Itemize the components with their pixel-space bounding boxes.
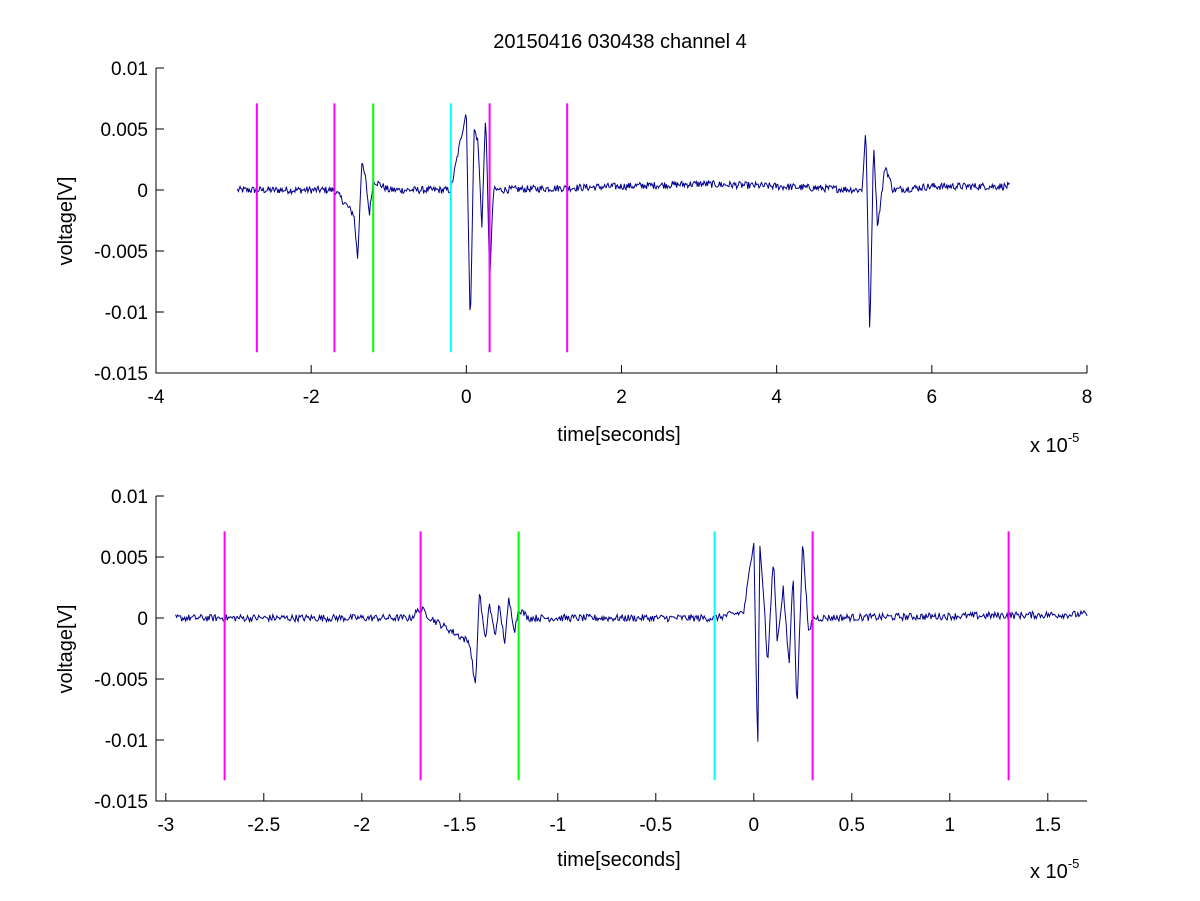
bottom-x-tick-label: -2.5 <box>247 815 280 836</box>
bottom-plot-x-ticks: -3 -2.5 -2 -1.5 -1 -0.5 0 0.5 1 1.5 <box>157 793 1061 836</box>
bottom-x-tick-label: 1.5 <box>1035 815 1061 836</box>
top-plot: -4 -2 0 2 4 6 8 0.01 0.005 0 -0.005 -0.01 -0.015 ti… <box>55 59 1092 457</box>
top-y-tick-label: 0.005 <box>100 120 148 141</box>
bottom-x-tick-label: -1 <box>549 815 566 836</box>
bottom-x-tick-label: 0 <box>749 815 760 836</box>
bottom-x-tick-label: -1.5 <box>443 815 476 836</box>
top-y-tick-label: 0.01 <box>111 59 148 80</box>
bottom-x-tick-label: -3 <box>157 815 174 836</box>
top-y-tick-label: -0.01 <box>105 303 148 324</box>
bottom-y-tick-label: 0 <box>137 609 148 630</box>
bottom-x-tick-label: 1 <box>945 815 956 836</box>
bottom-x-axis-label: time[seconds] <box>557 849 680 871</box>
top-y-tick-label: 0 <box>137 181 148 202</box>
bottom-x-multiplier: x 10-5 <box>1030 856 1079 883</box>
top-x-multiplier-exponent: -5 <box>1068 430 1080 445</box>
bottom-x-tick-label: -0.5 <box>639 815 672 836</box>
top-x-tick-label: 2 <box>616 387 627 408</box>
top-y-tick-label: -0.015 <box>94 364 148 385</box>
bottom-plot-markers <box>223 531 1010 781</box>
top-x-multiplier: x 10-5 <box>1030 430 1079 457</box>
top-x-tick-label: -2 <box>303 387 320 408</box>
top-x-tick-label: 4 <box>771 387 782 408</box>
bottom-x-multiplier-base: x 10 <box>1030 861 1068 883</box>
bottom-plot-y-ticks: 0.01 0.005 0 -0.005 -0.01 -0.015 <box>94 487 164 813</box>
bottom-y-tick-label: 0.005 <box>100 548 148 569</box>
top-x-tick-label: 8 <box>1082 387 1093 408</box>
bottom-y-tick-label: -0.015 <box>94 792 148 813</box>
top-x-axis-label: time[seconds] <box>557 424 680 446</box>
top-y-tick-label: -0.005 <box>94 242 148 263</box>
top-plot-x-ticks: -4 -2 0 2 4 6 8 <box>148 365 1093 408</box>
bottom-y-axis-label: voltage[V] <box>55 605 77 694</box>
bottom-y-tick-label: 0.01 <box>111 487 148 508</box>
top-plot-y-ticks: 0.01 0.005 0 -0.005 -0.01 -0.015 <box>94 59 164 385</box>
top-x-tick-label: 6 <box>927 387 938 408</box>
bottom-x-tick-label: 0.5 <box>839 815 865 836</box>
top-x-tick-label: 0 <box>461 387 472 408</box>
top-plot-traces <box>236 114 1010 328</box>
bottom-x-multiplier-exponent: -5 <box>1068 856 1080 871</box>
bottom-y-tick-label: -0.005 <box>94 670 148 691</box>
figure-title: 20150416 030438 channel 4 <box>493 31 747 53</box>
top-signal-trace-0 <box>236 114 1010 328</box>
top-x-tick-label: -4 <box>148 387 165 408</box>
bottom-plot: -3 -2.5 -2 -1.5 -1 -0.5 0 0.5 1 1.5 0.01 0.005 0 -0.… <box>55 487 1088 883</box>
bottom-signal-trace-0 <box>175 542 1088 742</box>
bottom-x-tick-label: -2 <box>353 815 370 836</box>
bottom-plot-traces <box>175 542 1088 742</box>
top-plot-markers <box>255 103 569 353</box>
bottom-y-tick-label: -0.01 <box>105 731 148 752</box>
top-y-axis-label: voltage[V] <box>55 177 77 266</box>
top-x-multiplier-base: x 10 <box>1030 435 1068 457</box>
